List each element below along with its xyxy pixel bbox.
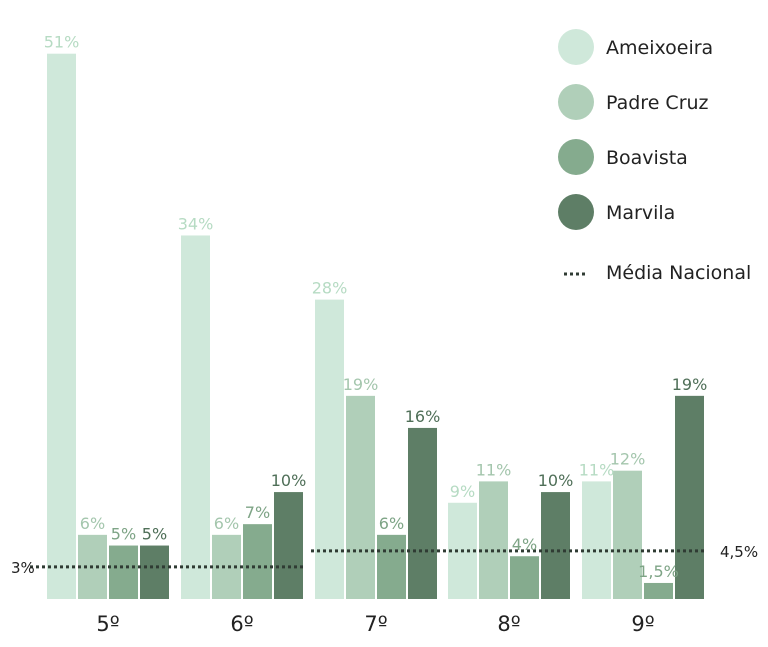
x-tick-label-5: 5º bbox=[96, 612, 119, 636]
value-label-boavista-7: 6% bbox=[379, 514, 404, 533]
value-label-ameixoeira-5: 51% bbox=[44, 33, 80, 52]
x-axis: 5º 6º 7º 8º 9º bbox=[96, 612, 654, 636]
bar-ameixoeira-7 bbox=[315, 299, 344, 599]
bar-boavista-8 bbox=[510, 556, 539, 599]
bar-marvila-7 bbox=[408, 427, 437, 599]
legend-label-media-nacional: Média Nacional bbox=[606, 262, 751, 284]
value-label-marvila-6: 10% bbox=[271, 471, 307, 490]
bar-padre-cruz-8 bbox=[479, 481, 508, 599]
bar-boavista-7 bbox=[377, 534, 406, 599]
value-labels-group: 51%6%5% 5%34%6%7%10%28%19%6%16%9%11%4%10%… bbox=[44, 33, 708, 581]
x-tick-label-7: 7º bbox=[364, 612, 387, 636]
value-label-ameixoeira-6: 34% bbox=[178, 214, 214, 233]
value-label-boavista-6: 7% bbox=[245, 503, 270, 522]
bar-ameixoeira-9 bbox=[582, 481, 611, 599]
value-label-boavista-8: 4% bbox=[512, 535, 537, 554]
reference-lines-group: 3% 4,5% bbox=[11, 543, 758, 577]
value-label-ameixoeira-8: 9% bbox=[450, 482, 475, 501]
value-label-boavista-5: 5% bbox=[111, 525, 136, 544]
bar-boavista-9 bbox=[644, 582, 673, 599]
value-label-padre-cruz-9: 12% bbox=[610, 450, 646, 469]
legend-label-boavista: Boavista bbox=[606, 147, 688, 169]
bar-marvila-8 bbox=[541, 492, 570, 599]
legend-swatch-boavista bbox=[558, 139, 594, 175]
value-label-marvila-7: 16% bbox=[405, 407, 441, 426]
value-label-marvila-5: 5% bbox=[142, 525, 167, 544]
value-label-padre-cruz-7: 19% bbox=[343, 375, 379, 394]
legend-swatch-marvila bbox=[558, 194, 594, 230]
value-label-boavista-9: 1,5% bbox=[638, 562, 679, 581]
x-tick-label-9: 9º bbox=[631, 612, 654, 636]
value-label-marvila-8: 10% bbox=[538, 471, 574, 490]
value-label-padre-cruz-6: 6% bbox=[214, 514, 239, 533]
bar-padre-cruz-7 bbox=[346, 395, 375, 599]
bar-ameixoeira-5 bbox=[47, 53, 76, 599]
reference-line-label-2: 4,5% bbox=[720, 543, 758, 561]
bar-marvila-9 bbox=[675, 395, 704, 599]
value-label-padre-cruz-5: 6% bbox=[80, 514, 105, 533]
legend-label-ameixoeira: Ameixoeira bbox=[606, 37, 713, 59]
x-tick-label-6: 6º bbox=[230, 612, 253, 636]
reference-line-label-1: 3% bbox=[11, 559, 35, 577]
bars-group bbox=[47, 53, 704, 599]
bar-ameixoeira-6 bbox=[181, 235, 210, 599]
value-label-padre-cruz-8: 11% bbox=[476, 460, 512, 479]
bar-boavista-6 bbox=[243, 524, 272, 599]
bar-marvila-6 bbox=[274, 492, 303, 599]
bar-marvila-5 bbox=[140, 545, 169, 599]
legend-swatch-ameixoeira bbox=[558, 29, 594, 65]
x-tick-label-8: 8º bbox=[497, 612, 520, 636]
bar-padre-cruz-9 bbox=[613, 470, 642, 599]
value-label-ameixoeira-9: 11% bbox=[579, 460, 615, 479]
value-label-ameixoeira-7: 28% bbox=[312, 279, 348, 298]
legend: Ameixoeira Padre Cruz Boavista Marvila Média… bbox=[558, 29, 751, 284]
legend-swatch-padre-cruz bbox=[558, 84, 594, 120]
legend-label-marvila: Marvila bbox=[606, 202, 675, 224]
value-label-marvila-9: 19% bbox=[672, 375, 708, 394]
bar-boavista-5 bbox=[109, 545, 138, 599]
legend-label-padre-cruz: Padre Cruz bbox=[606, 92, 709, 114]
